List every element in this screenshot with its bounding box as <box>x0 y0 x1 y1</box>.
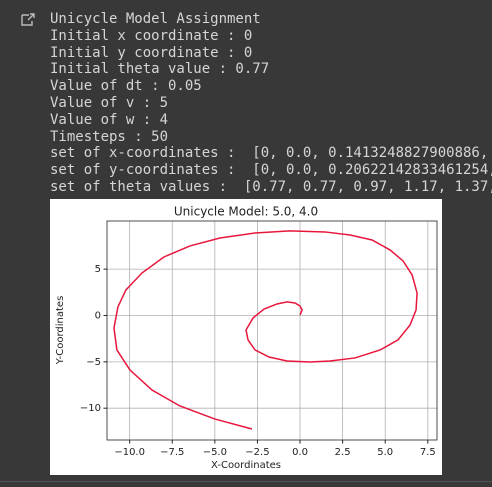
output-line: set of x-coordinates : [0, 0.0, 0.141324… <box>50 145 489 162</box>
output-icon <box>21 13 35 26</box>
y-axis-label: Y-Coordinates <box>55 296 66 366</box>
output-line: set of theta values : [0.77, 0.77, 0.97,… <box>50 178 492 195</box>
x-tick-label: 2.5 <box>335 447 351 458</box>
text-output: Unicycle Model Assignment Initial x coord… <box>50 11 492 196</box>
chart-title: Unicycle Model: 5.0, 4.0 <box>174 205 318 219</box>
output-line: Initial x coordinate : 0 <box>50 27 253 44</box>
output-line: Unicycle Model Assignment <box>50 11 261 27</box>
plot-frame <box>106 220 438 441</box>
divider <box>0 481 492 482</box>
y-tick-label: −10 <box>80 403 101 414</box>
output-line: Value of dt : 0.05 <box>50 78 202 95</box>
x-tick-label: −2.5 <box>245 447 269 458</box>
y-tick-label: 0 <box>95 310 101 321</box>
output-line: Initial theta value : 0.77 <box>50 61 270 78</box>
x-tick-label: 5.0 <box>377 447 393 458</box>
x-tick-label: −7.5 <box>160 447 184 458</box>
chart: Unicycle Model: 5.0, 4.0 X-Coordinates Y… <box>50 199 442 475</box>
output-line: Value of w : 4 <box>50 111 169 128</box>
y-tick-label: 5 <box>95 264 101 275</box>
x-axis-label: X-Coordinates <box>211 460 281 471</box>
output-line: set of y-coordinates : [0, 0.0, 0.206221… <box>50 162 492 179</box>
x-tick-label: −10.0 <box>114 447 145 458</box>
output-line: Value of v : 5 <box>50 94 169 111</box>
output-line: Initial y coordinate : 0 <box>50 44 253 61</box>
x-tick-label: 0.0 <box>292 447 308 458</box>
output-line: Timesteps : 50 <box>50 128 169 145</box>
y-tick-label: −5 <box>86 357 101 368</box>
x-tick-label: 7.5 <box>420 447 436 458</box>
line-series <box>113 230 418 430</box>
x-tick-label: −5.0 <box>203 447 227 458</box>
